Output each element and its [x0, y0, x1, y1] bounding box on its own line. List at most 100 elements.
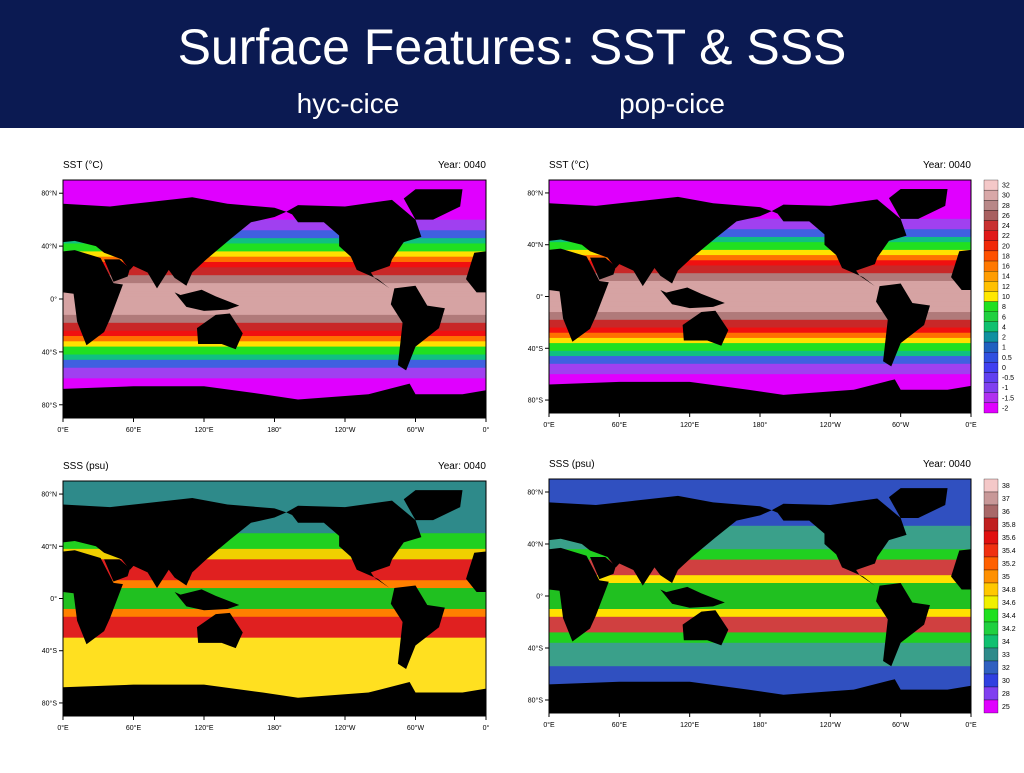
ocean-band — [63, 619, 486, 623]
ocean-band — [63, 546, 486, 550]
ocean-band — [63, 603, 486, 607]
ocean-band — [549, 671, 971, 675]
colorbar-swatch — [983, 660, 999, 675]
colorbar-swatch — [983, 673, 999, 688]
ocean-band — [549, 268, 971, 272]
land — [951, 549, 971, 590]
ocean-band — [63, 588, 486, 592]
ocean-band — [549, 366, 971, 370]
ocean-band — [549, 358, 971, 362]
colorbar-swatch — [983, 362, 999, 373]
ocean-band — [63, 598, 486, 602]
ocean-band — [63, 296, 486, 300]
ocean-band — [63, 517, 486, 521]
colorbar-swatch — [983, 311, 999, 322]
x-tick-label: 0° — [483, 426, 490, 434]
ocean-band — [549, 559, 971, 563]
y-tick-label: 80°S — [528, 397, 544, 405]
ocean-band — [549, 557, 971, 561]
ocean-band — [549, 198, 971, 202]
ocean-band — [63, 375, 486, 379]
colorbar-swatch — [983, 478, 999, 493]
ocean-band — [549, 257, 971, 261]
y-tick-label: 80°N — [41, 491, 57, 499]
ocean-band — [549, 319, 971, 323]
colorbar-label: 35.2 — [1002, 561, 1016, 568]
panel-year: Year: 0040 — [438, 461, 486, 472]
colorbar-swatch — [983, 686, 999, 701]
x-tick-label: 180° — [267, 426, 282, 434]
ocean-band — [63, 494, 486, 498]
ocean-band — [549, 312, 971, 316]
ocean-band — [63, 632, 486, 636]
ocean-band — [549, 286, 971, 290]
ocean-band — [63, 264, 486, 268]
ocean-band — [63, 293, 486, 297]
y-tick-label: 40°S — [42, 647, 58, 655]
colorbar-label: 12 — [1002, 284, 1010, 291]
ocean-band — [63, 595, 486, 599]
colorbar-label: 38 — [1002, 483, 1010, 490]
land — [876, 583, 930, 667]
ocean-band — [63, 222, 486, 226]
ocean-band — [63, 243, 486, 247]
x-tick-label: 0°E — [543, 721, 555, 729]
ocean-band — [549, 544, 971, 548]
ocean-band — [63, 637, 486, 641]
land — [549, 196, 772, 287]
ocean-band — [63, 235, 486, 239]
ocean-band — [549, 203, 971, 207]
colorbar: 32 30 28 26 24 22 20 18 16 14 12 10 8 6 4 2 1 0.5 0 -0.5 -1 -… — [983, 179, 1014, 414]
colorbar-label: 34 — [1002, 639, 1010, 646]
ocean-band — [549, 492, 971, 496]
ocean-band — [63, 674, 486, 678]
land — [888, 189, 948, 219]
land — [466, 251, 486, 293]
ocean-band — [63, 275, 486, 279]
ocean-band — [549, 190, 971, 194]
ocean-band — [63, 180, 486, 184]
land — [63, 383, 486, 418]
ocean-band — [63, 246, 486, 250]
land — [174, 589, 240, 611]
x-tick-label: 120°E — [680, 421, 699, 429]
x-tick-label: 0°E — [965, 421, 977, 429]
ocean-band — [63, 580, 486, 584]
x-tick-label: 0°E — [57, 724, 69, 732]
land — [682, 310, 729, 346]
ocean-band — [63, 679, 486, 683]
x-tick-label: 180° — [267, 724, 282, 732]
colorbar-label: 0.5 — [1002, 355, 1012, 362]
colorbar-label: 18 — [1002, 253, 1010, 260]
ocean-band — [63, 624, 486, 628]
ocean-band — [63, 692, 486, 696]
colorbar-swatch — [983, 595, 999, 610]
ocean-band — [549, 226, 971, 230]
land — [660, 287, 725, 309]
panel-label: SST (°C) — [549, 160, 589, 171]
ocean-band — [549, 381, 971, 386]
ocean-band — [63, 528, 486, 532]
ocean-band — [549, 681, 971, 685]
colorbar-swatch — [983, 647, 999, 662]
ocean-band — [63, 386, 486, 390]
title: Surface Features: SST & SSS — [178, 19, 847, 75]
ocean-band — [549, 590, 971, 594]
colorbar-label: 28 — [1002, 691, 1010, 698]
colorbar-label: 34.6 — [1002, 600, 1016, 607]
land — [63, 550, 123, 645]
ocean-band — [63, 193, 486, 197]
ocean-band — [63, 682, 486, 686]
ocean-band — [63, 559, 486, 563]
ocean-band — [549, 299, 971, 303]
ocean-band — [63, 261, 486, 266]
x-tick-label: 0° — [483, 724, 490, 732]
land — [63, 250, 123, 346]
y-tick-label: 40°N — [41, 543, 57, 551]
colorbar-label: 22 — [1002, 233, 1010, 240]
ocean-band — [63, 370, 486, 374]
ocean-band — [63, 671, 486, 675]
colorbar-swatch — [983, 372, 999, 383]
ocean-band — [549, 650, 971, 654]
